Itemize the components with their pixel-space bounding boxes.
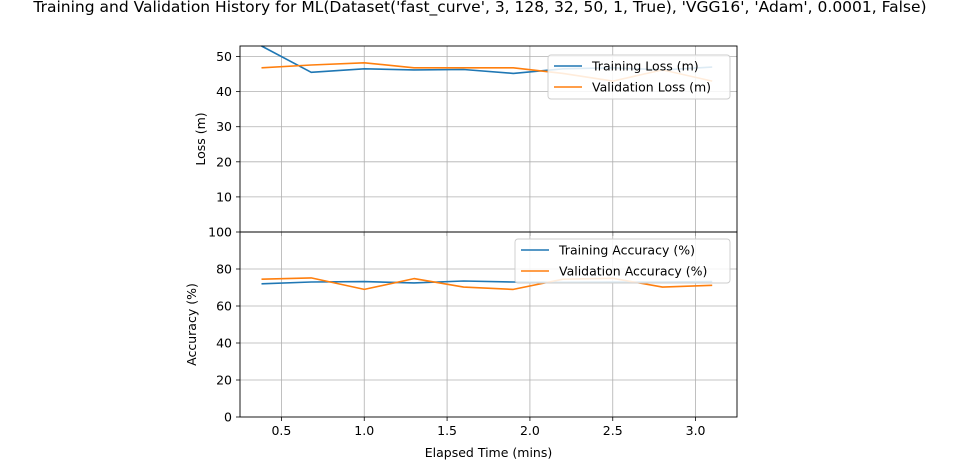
chart-title: Training and Validation History for ML(D…: [32, 0, 926, 17]
y-tick-label: 100: [208, 225, 232, 240]
accuracy-panel: 0.5 1.0 1.5 2.0 2.5 3.0 0 20 40 60 80 100 Accuracy (…: [184, 225, 738, 460]
x-tick-label: 1.0: [354, 423, 374, 438]
x-tick-label: 2.0: [520, 423, 540, 438]
legend-label: Validation Accuracy (%): [559, 264, 707, 279]
y-tick-label: 80: [216, 262, 232, 277]
y-axis-label: Accuracy (%): [184, 283, 199, 366]
legend-label: Training Accuracy (%): [558, 243, 695, 258]
x-tick-label: 0.5: [271, 423, 291, 438]
y-axis-label: Loss (m): [193, 112, 208, 165]
y-tick-label: 40: [216, 84, 232, 99]
y-tick-label: 50: [216, 49, 232, 64]
legend-box: [547, 54, 731, 100]
x-tick-label: 1.5: [437, 423, 457, 438]
x-tick-label: 3.0: [686, 423, 706, 438]
legend: Training Loss (m) Validation Loss (m): [547, 54, 731, 100]
y-tick-label: 20: [216, 373, 232, 388]
legend-label: Validation Loss (m): [592, 80, 711, 95]
y-tick-label: 30: [216, 119, 232, 134]
y-tick-label: 10: [216, 189, 232, 204]
y-tick-label: 0: [224, 410, 232, 425]
legend-label: Training Loss (m): [591, 59, 699, 74]
y-tick-label: 40: [216, 336, 232, 351]
legend: Training Accuracy (%) Validation Accuracy…: [514, 238, 731, 284]
loss-panel: 10 20 30 40 50 Loss (m) Training Loss (m) Valid…: [193, 45, 738, 236]
legend-box: [514, 238, 731, 284]
axes-frame: [239, 231, 738, 418]
x-tick-label: 2.5: [603, 423, 623, 438]
y-tick-label: 20: [216, 154, 232, 169]
y-tick-label: 60: [216, 299, 232, 314]
x-axis-label: Elapsed Time (mins): [425, 445, 552, 460]
